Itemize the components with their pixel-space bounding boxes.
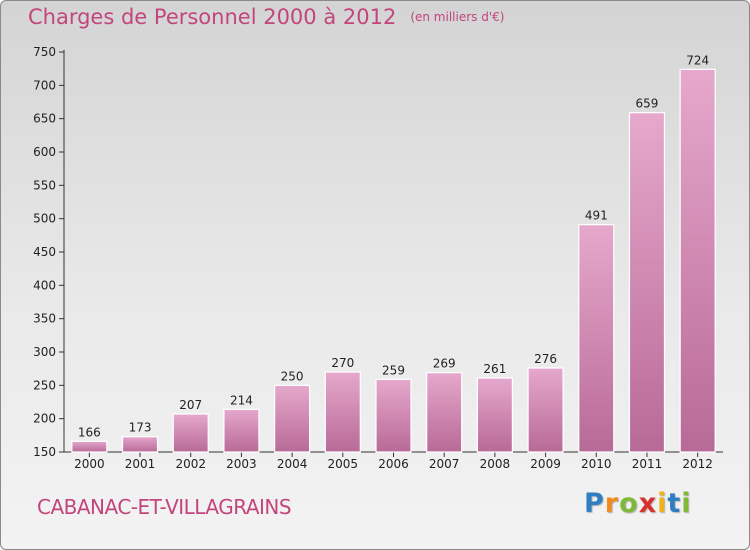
chart-title: Charges de Personnel 2000 à 2012 (en mill… xyxy=(28,5,504,29)
brand-letter: i xyxy=(681,488,692,519)
bar-2011 xyxy=(628,112,666,453)
value-label-2000: 166 xyxy=(78,425,101,439)
y-tick-label: 550 xyxy=(33,178,56,192)
bars xyxy=(71,68,716,453)
value-label-2005: 270 xyxy=(331,356,354,370)
bar-2005 xyxy=(324,371,361,453)
y-tick-label: 650 xyxy=(33,112,56,126)
y-tick-label: 500 xyxy=(33,212,56,226)
y-tick-label: 250 xyxy=(33,378,56,392)
value-labels: 166 173 207 214 250 270 259 269 261 276 491 659 724 xyxy=(78,53,709,439)
brand-letter: o xyxy=(619,488,639,519)
x-tick-label: 2000 xyxy=(74,457,105,471)
brand-letter: P xyxy=(584,488,605,519)
brand-letter: x xyxy=(638,488,658,519)
x-tick-label: 2011 xyxy=(632,457,663,471)
x-tick-label: 2001 xyxy=(125,457,156,471)
x-tick-label: 2002 xyxy=(175,457,206,471)
value-label-2008: 261 xyxy=(483,362,506,376)
value-label-2009: 276 xyxy=(534,352,557,366)
chart-unit: (en milliers d'€) xyxy=(410,10,505,24)
brand-logo: Proxiti xyxy=(584,488,692,519)
x-tick-label: 2009 xyxy=(530,457,561,471)
chart-title-text: Charges de Personnel 2000 à 2012 xyxy=(28,5,397,29)
brand-letter: r xyxy=(604,488,620,519)
value-label-2003: 214 xyxy=(230,393,253,407)
x-tick-label: 2008 xyxy=(480,457,511,471)
x-tick-label: 2005 xyxy=(328,457,359,471)
x-tick-label: 2004 xyxy=(277,457,308,471)
y-axis: 150 200 250 300 350 400 450 500 550 600 650 700 750 xyxy=(33,45,65,459)
y-tick-label: 300 xyxy=(33,345,56,359)
brand-letter: t xyxy=(667,488,682,519)
x-tick-label: 2010 xyxy=(581,457,612,471)
y-tick-label: 600 xyxy=(33,145,56,159)
bar-2010 xyxy=(578,224,615,453)
bar-2007 xyxy=(426,372,463,453)
y-tick-label: 350 xyxy=(33,312,56,326)
value-label-2002: 207 xyxy=(179,398,202,412)
bar-2009 xyxy=(527,367,564,453)
bar-2006 xyxy=(375,378,412,453)
x-tick-label: 2007 xyxy=(429,457,460,471)
value-label-2004: 250 xyxy=(281,369,304,383)
x-tick-label: 2012 xyxy=(682,457,713,471)
bar-2008 xyxy=(476,377,513,453)
value-label-2010: 491 xyxy=(585,209,608,223)
value-label-2012: 724 xyxy=(686,53,709,67)
value-label-2007: 269 xyxy=(433,357,456,371)
y-tick-label: 200 xyxy=(33,412,56,426)
brand-letter: i xyxy=(657,488,668,519)
bar-2003 xyxy=(223,408,260,453)
x-tick-label: 2006 xyxy=(378,457,409,471)
value-label-2011: 659 xyxy=(636,97,659,111)
bar-2012 xyxy=(679,68,716,453)
y-tick-label: 400 xyxy=(33,278,56,292)
bar-2001 xyxy=(121,436,159,453)
value-label-2001: 173 xyxy=(129,421,152,435)
bar-2000 xyxy=(71,440,108,453)
x-axis: 2000 2001 2002 2003 2004 2005 2006 2007 2008 2009… xyxy=(64,451,723,471)
bar-2004 xyxy=(274,384,311,453)
y-tick-label: 700 xyxy=(33,78,56,92)
commune-name: CABANAC-ET-VILLAGRAINS xyxy=(37,495,292,519)
x-tick-label: 2003 xyxy=(226,457,257,471)
y-tick-label: 750 xyxy=(33,45,56,59)
value-label-2006: 259 xyxy=(382,363,405,377)
bar-2002 xyxy=(172,413,209,453)
y-tick-label: 450 xyxy=(33,245,56,259)
y-tick-label: 150 xyxy=(33,445,56,459)
